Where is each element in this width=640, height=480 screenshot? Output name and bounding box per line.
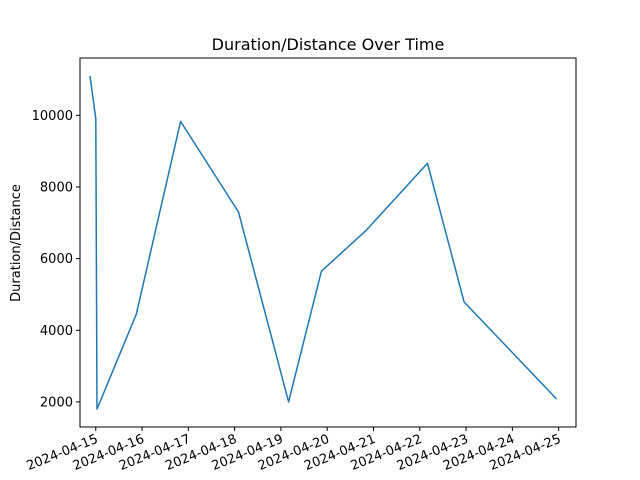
y-tick-label: 4000 — [40, 324, 73, 339]
y-tick-label: 2000 — [40, 395, 73, 410]
plot-area: 2000400060008000100002024-04-152024-04-1… — [25, 57, 577, 474]
y-axis-label: Duration/Distance — [9, 184, 24, 302]
plot-frame — [79, 57, 577, 428]
y-tick-label: 6000 — [40, 252, 73, 267]
y-tick-label: 8000 — [40, 180, 73, 195]
chart-title: Duration/Distance Over Time — [212, 35, 445, 54]
y-tick-label: 10000 — [32, 109, 73, 124]
series-line — [89, 75, 558, 410]
